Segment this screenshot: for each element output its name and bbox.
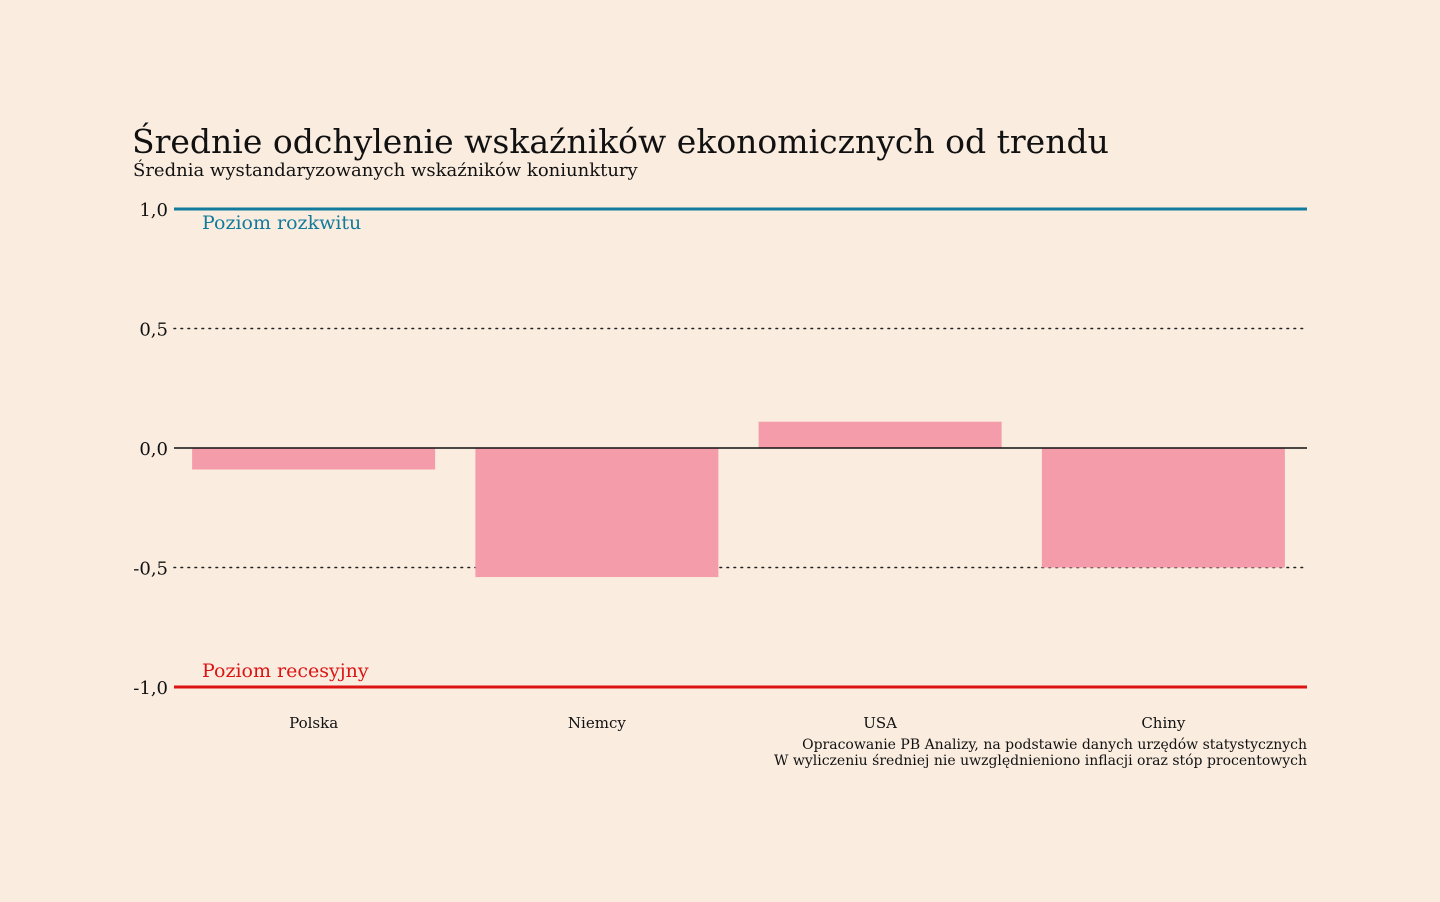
- y-tick-label: 0,5: [139, 320, 168, 341]
- bar: [475, 448, 719, 578]
- chart-title: Średnie odchylenie wskaźników ekonomiczn…: [132, 122, 1109, 161]
- x-tick-label: Polska: [289, 714, 338, 732]
- y-tick-label: -0,5: [133, 559, 168, 580]
- bar: [192, 448, 436, 470]
- boom-level-label: Poziom rozkwitu: [202, 212, 361, 234]
- recession-level-label: Poziom recesyjny: [202, 660, 369, 682]
- chart-subtitle: Średnia wystandaryzowanych wskaźników ko…: [133, 160, 638, 181]
- source-note-line: Opracowanie PB Analizy, na podstawie dan…: [802, 737, 1307, 753]
- x-tick-label: USA: [863, 714, 897, 732]
- y-tick-label: 1,0: [139, 200, 168, 221]
- x-tick-label: Niemcy: [568, 714, 626, 732]
- x-tick-label: Chiny: [1141, 714, 1186, 732]
- source-note: Opracowanie PB Analizy, na podstawie dan…: [774, 737, 1307, 769]
- y-tick-label: -1,0: [133, 678, 168, 699]
- bar: [758, 421, 1002, 448]
- y-tick-label: 0,0: [139, 439, 168, 460]
- source-note-line: W wyliczeniu średniej nie uwzględnienion…: [774, 753, 1307, 769]
- bar: [1041, 448, 1285, 568]
